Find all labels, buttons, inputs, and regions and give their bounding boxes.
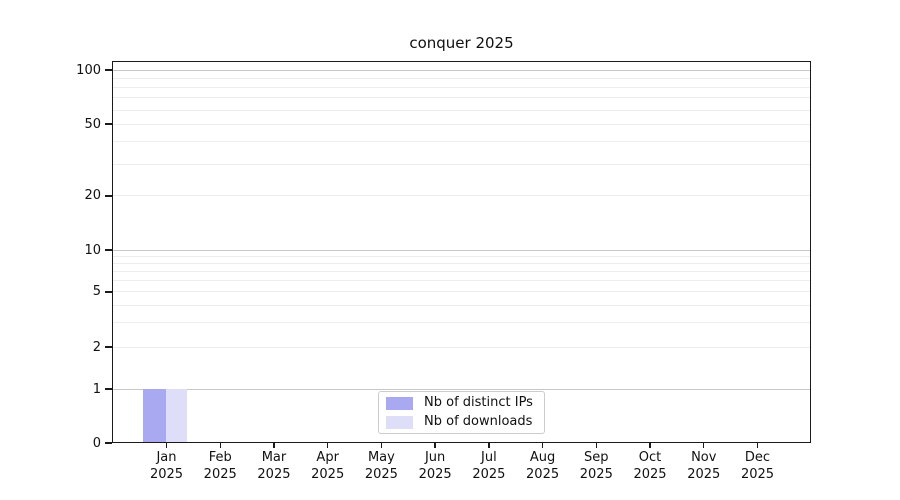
gridline-y-40 [113, 141, 810, 143]
x-tick-aug [541, 443, 544, 448]
y-tick-label-2: 2 [92, 339, 101, 355]
x-tick-label-aug: Aug 2025 [526, 450, 560, 482]
gridline-y-30 [113, 163, 810, 165]
x-tick-label-mar: Mar 2025 [257, 450, 291, 482]
x-tick-jul [488, 443, 490, 448]
x-tick-label-oct: Oct 2025 [633, 450, 667, 482]
x-tick-apr [326, 443, 329, 448]
x-tick-label-dec: Dec 2025 [740, 450, 775, 482]
legend-label: Nb of distinct IPs [424, 395, 533, 410]
gridline-y-100 [113, 69, 810, 71]
gridline-y-3 [113, 322, 810, 324]
y-tick-label-100: 100 [76, 62, 101, 78]
x-tick-oct [649, 443, 651, 448]
legend-row-distinct-ips: Nb of distinct IPs [386, 396, 537, 410]
legend-row-downloads: Nb of downloads [386, 415, 537, 429]
y-tick-label-5: 5 [92, 284, 101, 300]
x-tick-label-may: May 2025 [364, 450, 398, 482]
y-tick-0 [105, 442, 112, 444]
plot-area [112, 61, 811, 443]
gridline-y-8 [113, 263, 810, 265]
x-tick-label-jun: Jun 2025 [418, 450, 452, 482]
gridline-y-5 [113, 291, 810, 293]
y-tick-50 [105, 123, 112, 125]
bar-downloads-jan [166, 388, 188, 442]
y-tick-20 [105, 195, 112, 197]
x-tick-sep [595, 443, 597, 448]
y-tick-1 [105, 388, 112, 390]
x-tick-mar [273, 443, 275, 448]
gridline-y-80 [113, 87, 810, 89]
y-tick-5 [105, 291, 112, 293]
x-tick-label-sep: Sep 2025 [579, 450, 613, 482]
x-tick-dec [756, 443, 759, 448]
x-tick-label-feb: Feb 2025 [203, 450, 237, 482]
x-tick-jun [434, 443, 436, 448]
x-tick-label-jan: Jan 2025 [149, 450, 184, 482]
gridline-y-7 [113, 271, 810, 273]
gridline-y-2 [113, 346, 810, 348]
y-tick-label-20: 20 [84, 188, 101, 204]
x-tick-label-apr: Apr 2025 [311, 450, 345, 482]
legend-label: Nb of downloads [424, 414, 533, 429]
x-tick-feb [219, 443, 221, 448]
gridline-y-70 [113, 97, 810, 99]
bar-distinct-ips-jan [143, 388, 167, 442]
y-tick-2 [105, 346, 112, 348]
x-tick-label-jul: Jul 2025 [472, 450, 506, 482]
x-tick-may [380, 443, 383, 448]
gridline-y-90 [113, 77, 810, 79]
x-tick-jan [165, 443, 168, 448]
y-tick-label-50: 50 [84, 116, 101, 132]
legend-swatch-distinct-ips [386, 396, 413, 410]
y-tick-label-10: 10 [84, 242, 101, 258]
gridline-y-10 [113, 249, 810, 251]
y-tick-label-0: 0 [92, 435, 101, 451]
x-tick-nov [703, 443, 705, 448]
gridline-y-4 [113, 304, 810, 306]
gridline-y-20 [113, 195, 810, 197]
gridline-y-1 [113, 388, 810, 390]
legend-swatch-downloads [386, 415, 413, 429]
y-tick-label-1: 1 [92, 381, 101, 397]
gridline-y-9 [113, 255, 810, 257]
gridline-y-60 [113, 109, 810, 111]
chart-title: conquer 2025 [409, 34, 514, 52]
gridline-y-50 [113, 123, 810, 125]
legend: Nb of distinct IPs Nb of downloads [378, 391, 545, 434]
gridline-y-6 [113, 280, 810, 282]
y-tick-10 [105, 249, 112, 251]
y-tick-100 [105, 69, 112, 71]
x-tick-label-nov: Nov 2025 [687, 450, 721, 482]
